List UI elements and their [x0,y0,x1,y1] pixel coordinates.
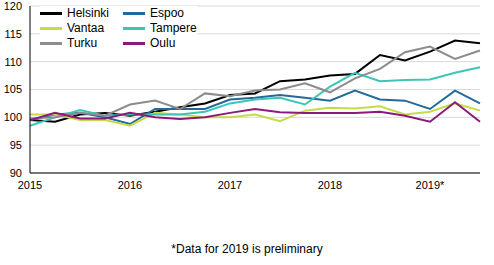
svg-text:110: 110 [8,56,22,68]
svg-text:2016: 2016 [118,179,142,191]
svg-text:2015: 2015 [18,179,42,191]
svg-text:2018: 2018 [318,179,342,191]
html-text:Espoo: Espoo [150,6,184,20]
html-text:Turku: Turku [67,36,98,50]
svg-text:115: 115 [8,28,22,40]
html-text:Oulu: Oulu [150,36,176,50]
html-text:Tampere: Tampere [150,21,197,35]
svg-text:100: 100 [8,111,22,123]
svg-text:2019*: 2019* [416,179,445,191]
svg-text:95: 95 [10,139,22,151]
html-text:Vantaa: Vantaa [67,21,105,35]
svg-text:120: 120 [8,0,22,12]
svg-text:105: 105 [8,83,22,95]
html-text:*Data for 2019 is preliminary: *Data for 2019 is preliminary [171,242,323,256]
html-text:Helsinki: Helsinki [67,6,109,20]
svg-text:2017: 2017 [218,179,242,191]
svg-text:90: 90 [10,167,22,179]
